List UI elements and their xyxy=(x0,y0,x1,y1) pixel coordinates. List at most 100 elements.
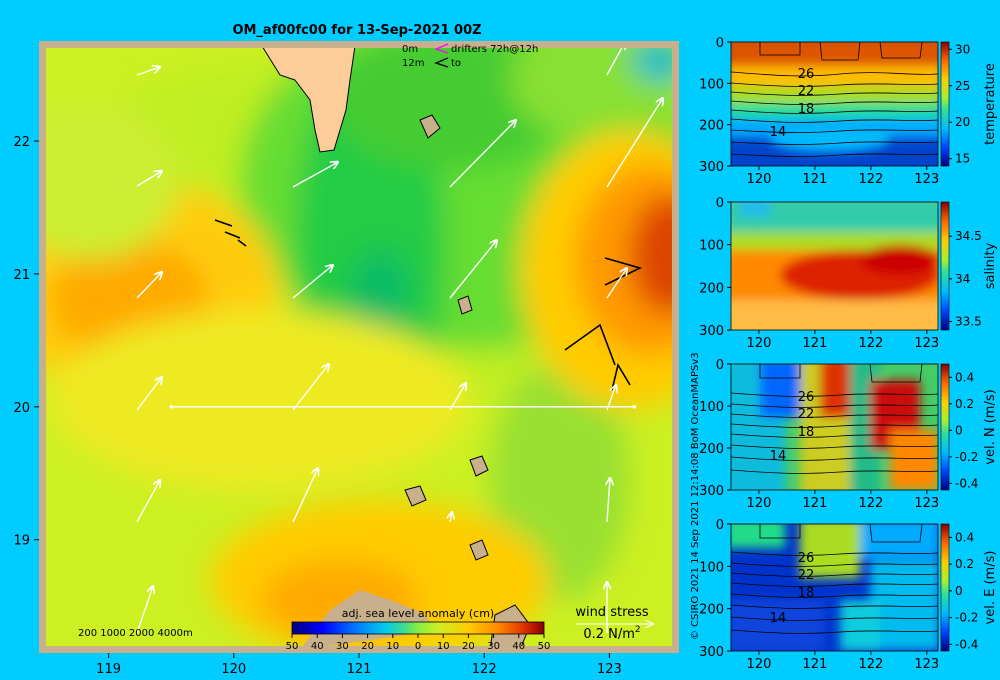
map-y-tick-label: 19 xyxy=(13,534,30,549)
section-y-tick-label: 200 xyxy=(699,442,724,457)
salinity-panel: 120 121 122 123 0 100 200 300 34.5 34 33.5 salinity xyxy=(699,196,998,351)
contour-label: 14 xyxy=(770,449,787,464)
colorbar-ticks: 50 40 30 20 10 0 10 20 30 40 50 xyxy=(286,634,551,652)
section-x-tick-label: 121 xyxy=(803,336,828,351)
map-x-axis: 119 120 121 122 123 xyxy=(96,653,622,677)
section-x-tick-label: 120 xyxy=(747,496,772,511)
main-map: 119 120 121 122 123 19 20 21 22 xyxy=(13,41,679,677)
section-ylabel: vel. E (m/s) xyxy=(983,551,998,625)
vel-n-panel: 120 121 122 123 0 100 200 300 0.4 0.2 0 -0.2 -0.4 vel… xyxy=(699,358,998,511)
colorbar-tick-label: 10 xyxy=(437,641,450,652)
section-x-tick-label: 121 xyxy=(803,172,828,187)
section-y-tick-label: 300 xyxy=(699,645,724,660)
section-colorbar-label: 0.4 xyxy=(955,370,974,384)
map-y-axis: 19 20 21 22 xyxy=(13,135,39,549)
chart-title: OM_af00fc00 for 13-Sep-2021 00Z xyxy=(232,23,481,38)
section-x-tick-label: 120 xyxy=(747,657,772,672)
section-x-tick-label: 120 xyxy=(747,172,772,187)
map-x-tick-label: 121 xyxy=(347,662,372,677)
section-y-tick-label: 100 xyxy=(699,239,724,254)
section-colorbar xyxy=(940,201,950,331)
section-colorbar-label: 20 xyxy=(955,115,970,129)
map-x-tick-label: 119 xyxy=(96,662,121,677)
section-y-tick-label: 300 xyxy=(699,160,724,175)
section-y-tick-label: 300 xyxy=(699,484,724,499)
section-colorbar-label: -0.2 xyxy=(955,611,978,625)
drifter-12m-icon xyxy=(434,57,449,68)
map-y-tick-label: 21 xyxy=(13,268,30,283)
section-colorbar-label: 0.4 xyxy=(955,530,974,544)
contour-label: 18 xyxy=(798,102,815,117)
map-y-tick-label: 20 xyxy=(13,401,30,416)
section-ylabel: temperature xyxy=(983,63,998,145)
current-vectors xyxy=(136,48,663,634)
map-y-tick-label: 22 xyxy=(13,135,30,150)
wind-stress-scale: 0.2 N/m2 xyxy=(583,625,640,642)
land-mass xyxy=(262,48,356,153)
section-y-tick-label: 200 xyxy=(699,603,724,618)
colorbar-tick-label: 50 xyxy=(538,641,551,652)
section-y-tick-label: 0 xyxy=(716,36,724,51)
colorbar-tick-label: 20 xyxy=(462,641,475,652)
contour-label: 22 xyxy=(798,568,815,583)
contour-label: 26 xyxy=(798,67,815,82)
colorbar-label: adj. sea level anomaly (cm) xyxy=(342,607,494,620)
colorbar-tick-label: 50 xyxy=(286,641,299,652)
section-x-tick-label: 122 xyxy=(858,172,883,187)
section-colorbar-label: -0.2 xyxy=(955,450,978,464)
section-colorbar xyxy=(940,363,950,491)
contour-label: 26 xyxy=(798,390,815,405)
colorbar-tick-label: 40 xyxy=(512,641,525,652)
section-y-tick-label: 0 xyxy=(716,358,724,373)
drifter-12m-label: 12m xyxy=(402,58,424,69)
sla-colorbar: adj. sea level anomaly (cm) 50 40 30 20 10 0 1… xyxy=(286,607,551,652)
section-colorbar xyxy=(940,41,950,167)
section-y-tick-label: 100 xyxy=(699,560,724,575)
map-x-tick-label: 120 xyxy=(221,662,246,677)
section-colorbar-label: 25 xyxy=(955,79,970,93)
section-y-tick-label: 0 xyxy=(716,518,724,533)
section-ylabel: salinity xyxy=(983,242,998,289)
colorbar-tick-label: 10 xyxy=(386,641,399,652)
wind-stress-legend: wind stress 0.2 N/m2 xyxy=(575,605,656,642)
transect-end xyxy=(632,405,637,409)
drifter-text-2: to xyxy=(451,58,461,69)
map-x-tick-label: 122 xyxy=(472,662,497,677)
contour-label: 14 xyxy=(770,125,787,140)
section-x-tick-label: 120 xyxy=(747,336,772,351)
section-y-tick-label: 200 xyxy=(699,119,724,134)
contour-label: 14 xyxy=(770,611,787,626)
drifter-0m-label: 0m xyxy=(402,44,418,55)
section-colorbar-label: 34.5 xyxy=(955,229,982,243)
section-x-tick-label: 123 xyxy=(914,172,939,187)
wind-barbs xyxy=(214,219,643,391)
section-x-tick-label: 122 xyxy=(858,496,883,511)
section-colorbar-label: 33.5 xyxy=(955,314,982,328)
section-y-tick-label: 100 xyxy=(699,400,724,415)
contour-label: 18 xyxy=(798,425,815,440)
wind-stress-title: wind stress xyxy=(575,605,649,620)
section-colorbar-label: -0.4 xyxy=(955,476,978,490)
section-y-tick-label: 200 xyxy=(699,281,724,296)
section-colorbar-label: 34 xyxy=(955,272,970,286)
colorbar-tick-label: 40 xyxy=(311,641,324,652)
colorbar-tick-label: 0 xyxy=(415,641,421,652)
section-x-tick-label: 123 xyxy=(914,496,939,511)
section-colorbar-label: 0.2 xyxy=(955,557,974,571)
section-x-tick-label: 122 xyxy=(858,336,883,351)
depth-legend: 200 1000 2000 4000m xyxy=(78,628,193,639)
drifters-legend: 0m drifters 72h@12h 12m to xyxy=(402,43,538,69)
section-x-tick-label: 122 xyxy=(858,657,883,672)
credit-text: © CSIRO 2021 14 Sep 2021 12:14:08 BoM Oc… xyxy=(690,352,701,640)
section-colorbar-label: 0.2 xyxy=(955,397,974,411)
drifter-text-1: drifters 72h@12h xyxy=(451,44,538,55)
section-x-tick-label: 121 xyxy=(803,496,828,511)
section-colorbar xyxy=(940,523,950,652)
section-colorbar-label: 0 xyxy=(955,423,963,437)
colorbar-strip xyxy=(291,621,545,635)
section-colorbar-label: 30 xyxy=(955,42,970,56)
section-x-tick-label: 123 xyxy=(914,336,939,351)
section-y-tick-label: 0 xyxy=(716,196,724,211)
section-colorbar-label: 15 xyxy=(955,152,970,166)
